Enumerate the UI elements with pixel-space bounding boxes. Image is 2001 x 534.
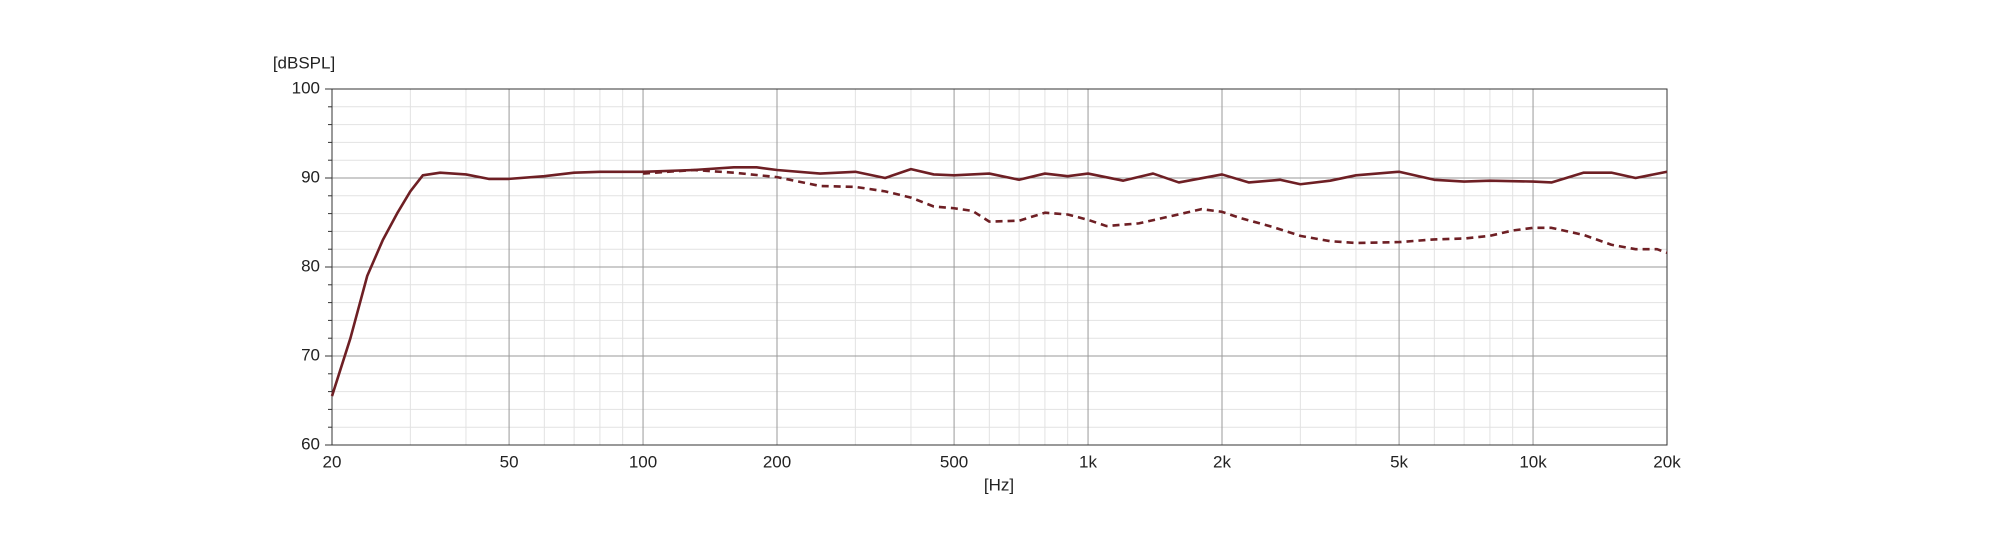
- x-tick-label: 5k: [1390, 452, 1408, 471]
- line: [642, 168, 1668, 254]
- x-tick-label: 200: [763, 452, 791, 471]
- y-tick-label: 100: [292, 78, 320, 97]
- x-tick-label: 1k: [1079, 452, 1097, 471]
- x-tick-label: 10k: [1519, 452, 1547, 471]
- y-tick-label: 80: [301, 256, 320, 275]
- x-axis-label: [Hz]: [984, 475, 1014, 494]
- x-tick-label: 500: [940, 452, 968, 471]
- y-tick-label: 90: [301, 167, 320, 186]
- y-tick-label: 60: [301, 434, 320, 453]
- y-tick-label: 70: [301, 345, 320, 364]
- x-tick-label: 20: [323, 452, 342, 471]
- x-tick-label: 50: [500, 452, 519, 471]
- x-tick-label: 2k: [1213, 452, 1231, 471]
- x-tick-label: 20k: [1653, 452, 1681, 471]
- plot-frame: [331, 88, 1668, 446]
- line: [330, 166, 1668, 397]
- y-axis-label: [dBSPL]: [273, 53, 335, 72]
- x-tick-label: 100: [629, 452, 657, 471]
